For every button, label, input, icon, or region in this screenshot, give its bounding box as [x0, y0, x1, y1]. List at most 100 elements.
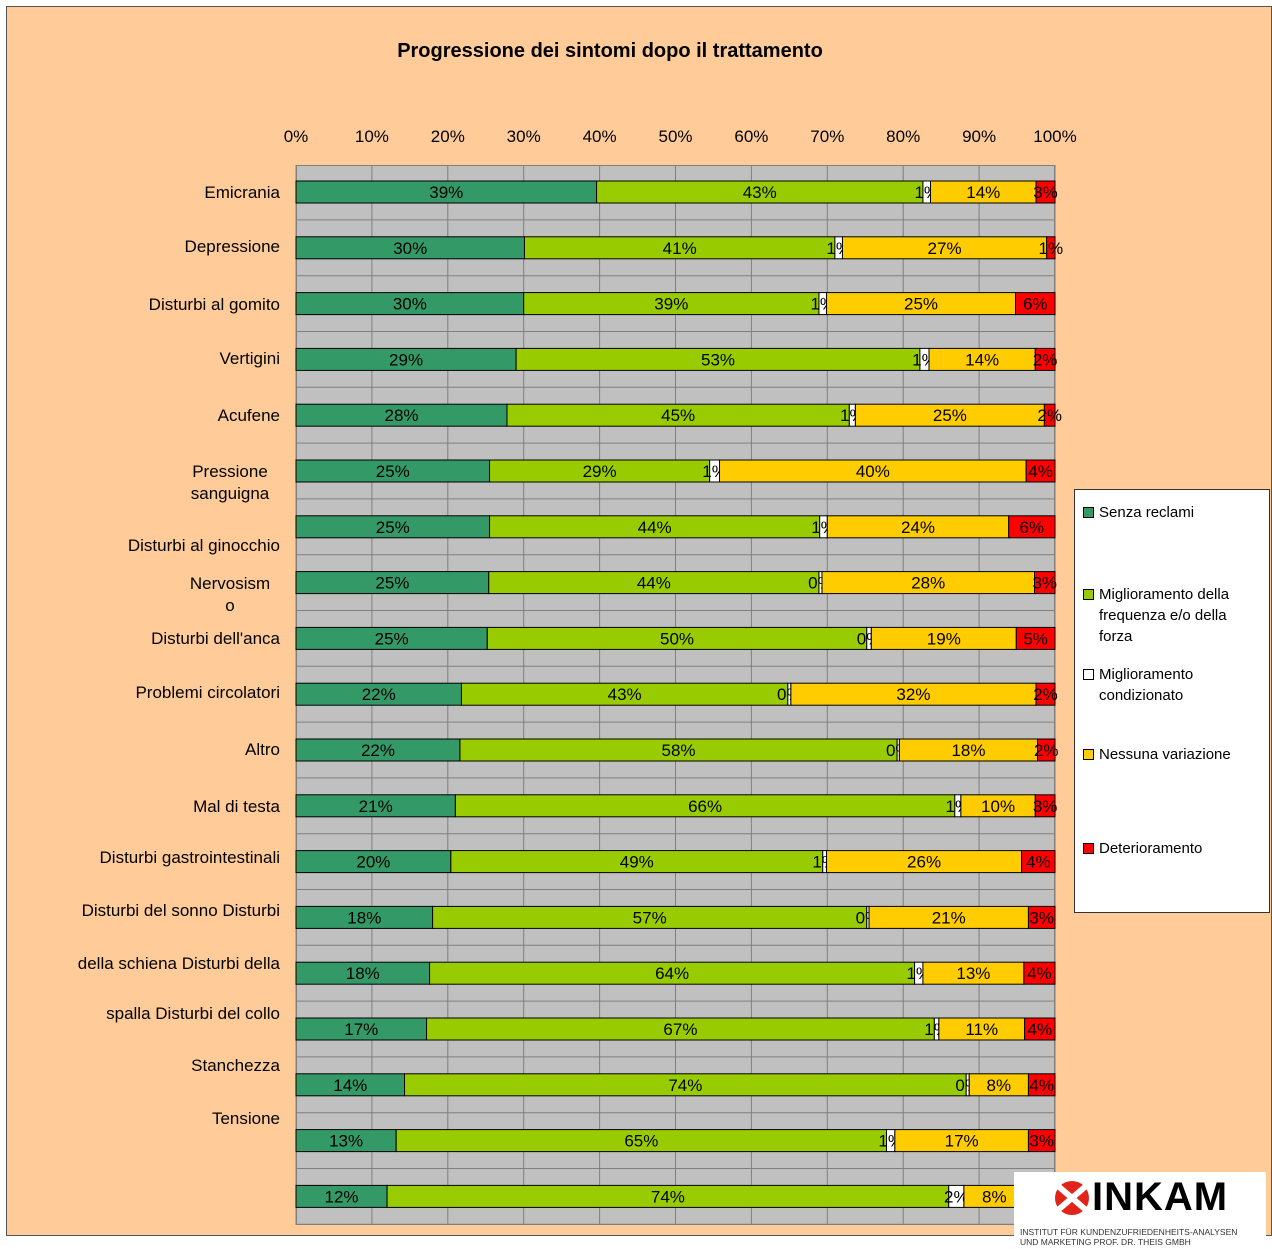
data-label: 4% — [1028, 462, 1053, 481]
data-label: 2% — [1034, 741, 1059, 760]
data-label: 4% — [1027, 964, 1052, 983]
legend: Senza reclami Miglioramento della frequen… — [1074, 489, 1270, 913]
legend-label: Miglioramento condizionato — [1099, 666, 1194, 704]
bar-segment — [1046, 236, 1056, 260]
bar-segment — [1035, 180, 1056, 204]
bar-segment — [1034, 347, 1056, 371]
data-label: 4% — [1026, 853, 1051, 872]
data-label: 13% — [956, 964, 990, 983]
data-label: 2% — [1033, 350, 1058, 369]
data-label: 5% — [1023, 629, 1048, 648]
logo-subtitle-line2: UND MARKETING PROF. DR. THEIS GMBH — [1020, 1237, 1191, 1247]
bar-segment — [1015, 292, 1056, 316]
bar-segment — [1021, 850, 1056, 874]
x-tick-label: 0% — [284, 127, 309, 146]
data-label: 24% — [901, 518, 935, 537]
legend-item: Nessuna variazione — [1083, 744, 1263, 765]
data-label: 29% — [389, 350, 423, 369]
x-tick-label: 100% — [1033, 127, 1076, 146]
data-label: 3% — [1029, 1132, 1054, 1151]
legend-label: Miglioramento della frequenza e/o della … — [1099, 586, 1230, 645]
bar-segment — [1025, 459, 1056, 483]
data-label: 57% — [633, 908, 667, 927]
category-label: Altro — [245, 740, 280, 759]
category-label: Nervosism o — [189, 574, 271, 615]
data-label: 22% — [361, 741, 395, 760]
x-tick-label: 80% — [886, 127, 920, 146]
data-label: 8% — [987, 1076, 1012, 1095]
data-label: 18% — [346, 964, 380, 983]
category-label: Emicrania — [204, 183, 280, 202]
x-tick-label: 70% — [810, 127, 844, 146]
data-label: 39% — [654, 295, 688, 314]
data-label: 3% — [1033, 797, 1058, 816]
data-label: 44% — [637, 574, 671, 593]
x-tick-label: 60% — [734, 127, 768, 146]
data-label: 67% — [663, 1020, 697, 1039]
category-label: Depressione — [184, 237, 280, 256]
data-label: 21% — [359, 797, 393, 816]
data-label: 58% — [662, 741, 696, 760]
data-label: 41% — [663, 239, 697, 258]
data-label: 2% — [944, 1187, 969, 1206]
data-label: 21% — [932, 908, 966, 927]
data-label: 4% — [1028, 1020, 1053, 1039]
bar-segment — [1015, 626, 1056, 650]
data-label: 27% — [928, 239, 962, 258]
bar-segment — [1035, 682, 1056, 706]
category-label: Disturbi al ginocchio — [127, 536, 280, 555]
data-label: 43% — [743, 183, 777, 202]
chart-title: Progressione dei sintomi dopo il trattam… — [397, 40, 823, 62]
data-label: 14% — [965, 350, 999, 369]
legend-label: Senza reclami — [1099, 504, 1195, 521]
legend-swatch — [1083, 507, 1094, 518]
data-label: 45% — [661, 406, 695, 425]
data-label: 66% — [688, 797, 722, 816]
category-label: Disturbi gastrointestinali — [99, 848, 280, 867]
data-label: 19% — [927, 629, 961, 648]
data-label: 25% — [375, 574, 409, 593]
bar-segment — [1024, 1017, 1056, 1041]
data-label: 18% — [347, 908, 381, 927]
category-label: Tensione — [211, 1109, 280, 1128]
data-label: 2% — [1037, 406, 1062, 425]
data-label: 17% — [344, 1020, 378, 1039]
data-label: 14% — [966, 183, 1000, 202]
data-label: 11% — [965, 1020, 998, 1039]
data-label: 3% — [1032, 574, 1057, 593]
data-label: 50% — [660, 629, 694, 648]
bar-segment — [1034, 571, 1056, 595]
legend-swatch — [1083, 843, 1094, 854]
data-label: 6% — [1023, 295, 1048, 314]
category-label: Stanchezza — [191, 1056, 280, 1075]
data-label: 12% — [325, 1187, 359, 1206]
data-label: 30% — [393, 295, 427, 314]
category-label: Mal di testa — [193, 797, 280, 816]
category-label: Disturbi del sonno Disturbi — [81, 901, 280, 920]
data-label: 40% — [856, 462, 890, 481]
category-label: Problemi circolatori — [135, 683, 280, 702]
category-label: Disturbi al gomito — [148, 295, 280, 314]
data-label: 20% — [356, 853, 390, 872]
data-label: 74% — [668, 1076, 702, 1095]
data-label: 10% — [981, 797, 1015, 816]
data-label: 26% — [907, 853, 941, 872]
x-tick-label: 90% — [962, 127, 996, 146]
data-label: 39% — [429, 183, 463, 202]
data-label: 14% — [333, 1076, 367, 1095]
x-tick-label: 40% — [583, 127, 617, 146]
bar-segment — [1037, 738, 1056, 762]
bar-segment — [1043, 403, 1056, 427]
legend-label: Deterioramento — [1099, 840, 1203, 857]
bar-segment — [1027, 1129, 1056, 1153]
bar-segment — [1027, 905, 1056, 929]
data-label: 25% — [376, 462, 410, 481]
legend-item: Miglioramento della frequenza e/o della … — [1083, 584, 1263, 647]
data-label: 30% — [393, 239, 427, 258]
legend-swatch — [1083, 589, 1094, 600]
category-label: Vertigini — [219, 349, 280, 368]
legend-item: Miglioramento condizionato — [1083, 664, 1263, 706]
data-label: 8% — [982, 1187, 1007, 1206]
data-label: 32% — [896, 685, 930, 704]
